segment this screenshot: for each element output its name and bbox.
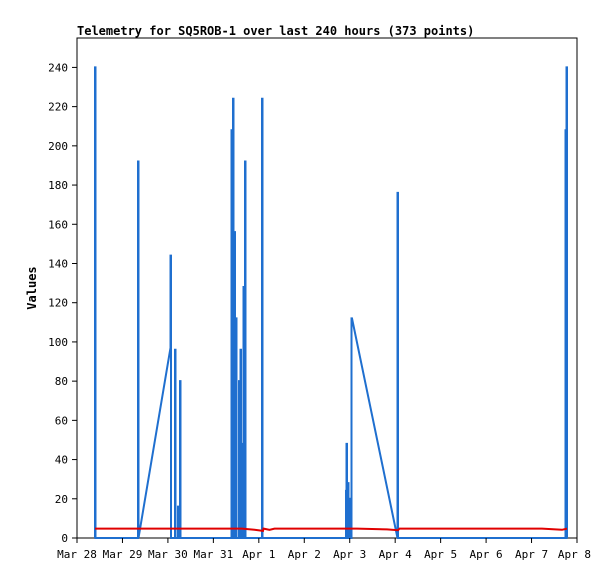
y-tick-label: 120 [48, 297, 68, 310]
x-tick-label: Apr 6 [470, 548, 503, 561]
x-tick-label: Mar 29 [103, 548, 143, 561]
x-tick-label: Mar 31 [193, 548, 233, 561]
chart-title: Telemetry for SQ5ROB-1 over last 240 hou… [77, 24, 474, 38]
y-axis-label: Values [25, 266, 39, 309]
y-axis: 0 20 40 60 80 100 120 140 160 180 200 220 240 [48, 61, 77, 545]
x-tick-label: Apr 1 [242, 548, 275, 561]
y-tick-label: 0 [61, 532, 68, 545]
y-tick-label: 180 [48, 179, 68, 192]
x-tick-label: Apr 2 [288, 548, 321, 561]
series-line-2 [95, 527, 568, 533]
y-tick-label: 40 [55, 454, 68, 467]
x-tick-label: Apr 4 [379, 548, 412, 561]
y-tick-label: 60 [55, 414, 68, 427]
x-axis: Mar 28 Mar 29 Mar 30 Mar 31 Apr 1 Apr 2 Apr 3 A… [57, 538, 591, 561]
y-tick-label: 220 [48, 101, 68, 114]
y-tick-label: 140 [48, 257, 68, 270]
x-tick-label: Apr 3 [333, 548, 366, 561]
y-tick-label: 160 [48, 218, 68, 231]
series-layer [94, 66, 568, 539]
y-tick-label: 20 [55, 493, 68, 506]
x-tick-label: Apr 8 [558, 548, 591, 561]
y-tick-label: 100 [48, 336, 68, 349]
x-tick-label: Mar 28 [57, 548, 97, 561]
plot-area [76, 37, 578, 539]
x-tick-label: Mar 30 [148, 548, 188, 561]
y-tick-label: 240 [48, 61, 68, 74]
x-tick-label: Apr 7 [515, 548, 548, 561]
y-tick-label: 200 [48, 140, 68, 153]
series-line-1 [94, 66, 568, 539]
y-tick-label: 80 [55, 375, 68, 388]
x-tick-label: Apr 5 [424, 548, 457, 561]
